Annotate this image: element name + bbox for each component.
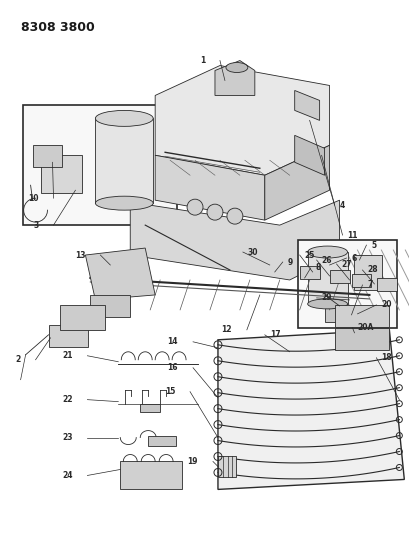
Ellipse shape — [95, 110, 153, 126]
Bar — [351, 274, 371, 287]
Text: 6: 6 — [351, 254, 356, 263]
Ellipse shape — [95, 196, 153, 210]
Ellipse shape — [225, 62, 247, 72]
Text: 16: 16 — [167, 363, 178, 372]
Bar — [22, 106, 177, 225]
Text: 21: 21 — [62, 351, 72, 360]
Text: 26: 26 — [321, 255, 331, 264]
Polygon shape — [214, 61, 254, 95]
Text: 28: 28 — [366, 265, 377, 274]
Bar — [377, 278, 396, 291]
Bar — [324, 308, 373, 322]
Text: 20: 20 — [380, 301, 391, 309]
Bar — [334, 305, 389, 327]
Bar — [61, 305, 105, 330]
Text: 13: 13 — [75, 251, 85, 260]
Bar — [120, 462, 182, 489]
Text: 4: 4 — [339, 200, 344, 209]
Bar — [40, 155, 82, 193]
Text: 24: 24 — [62, 471, 72, 480]
Text: 30: 30 — [247, 247, 258, 256]
Bar — [329, 270, 348, 283]
Text: 2: 2 — [16, 356, 20, 364]
Text: 7: 7 — [366, 280, 372, 289]
Bar — [307, 252, 347, 304]
Polygon shape — [218, 330, 403, 489]
Polygon shape — [130, 195, 339, 280]
Text: 3: 3 — [33, 221, 38, 230]
Text: 12: 12 — [221, 325, 231, 334]
Bar — [95, 118, 153, 203]
Text: 29: 29 — [321, 294, 331, 302]
Text: 14: 14 — [167, 337, 178, 346]
Bar — [140, 403, 160, 411]
Text: 23: 23 — [62, 433, 72, 442]
Polygon shape — [294, 135, 324, 175]
Polygon shape — [85, 248, 155, 300]
Circle shape — [226, 208, 242, 224]
Text: 25: 25 — [304, 251, 314, 260]
Ellipse shape — [307, 246, 347, 258]
Text: 9: 9 — [287, 257, 292, 266]
Text: 1: 1 — [199, 56, 204, 65]
Text: 8308 3800: 8308 3800 — [20, 21, 94, 34]
Text: 15: 15 — [164, 387, 175, 396]
Polygon shape — [155, 66, 329, 175]
Text: 19: 19 — [187, 457, 198, 466]
Bar — [32, 146, 62, 167]
Bar — [354, 255, 382, 290]
Bar — [218, 456, 235, 478]
Text: 11: 11 — [347, 231, 357, 239]
Text: 18: 18 — [380, 353, 391, 362]
Bar — [90, 295, 130, 317]
Bar — [299, 266, 319, 279]
Circle shape — [187, 199, 202, 215]
Circle shape — [207, 204, 222, 220]
Text: 20A: 20A — [357, 324, 373, 333]
Text: 22: 22 — [62, 395, 72, 404]
Polygon shape — [155, 155, 264, 220]
Bar — [297, 240, 396, 328]
Text: 5: 5 — [371, 240, 375, 249]
Text: 17: 17 — [269, 330, 280, 340]
Polygon shape — [264, 146, 329, 220]
Bar — [148, 435, 176, 446]
Text: 27: 27 — [341, 260, 351, 269]
Text: 8: 8 — [315, 263, 320, 272]
Bar — [48, 325, 88, 347]
Ellipse shape — [307, 299, 347, 309]
Polygon shape — [294, 91, 319, 120]
Text: 10: 10 — [28, 193, 38, 203]
Bar — [334, 328, 389, 350]
